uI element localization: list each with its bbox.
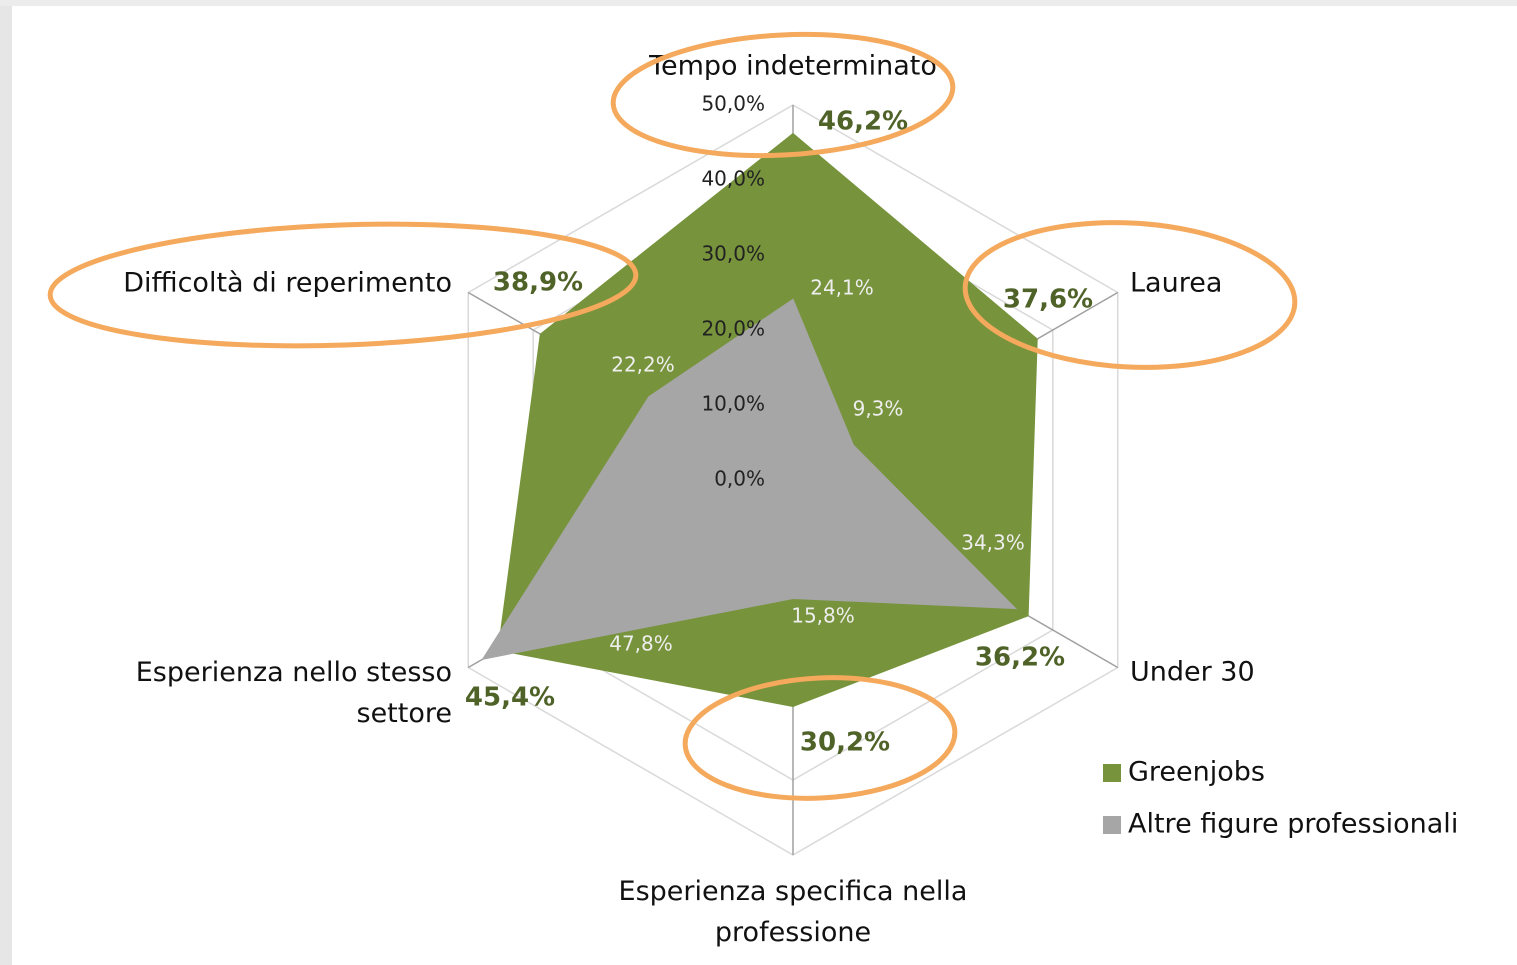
value-label: 47,8%	[609, 632, 673, 656]
category-label: Under 30	[1130, 657, 1255, 688]
category-label: Difficoltà di reperimento	[123, 268, 452, 299]
category-label: Tempo indeterminato	[648, 51, 937, 82]
tick-label: 40,0%	[701, 167, 765, 191]
highlight-ellipse	[962, 220, 1298, 370]
legend-label: Greenjobs	[1128, 757, 1265, 788]
tick-label: 50,0%	[701, 92, 765, 116]
value-label: 34,3%	[961, 531, 1025, 555]
highlight-ellipse	[682, 675, 958, 801]
tick-label: 30,0%	[701, 242, 765, 266]
frame-edge	[0, 0, 12, 965]
value-label: 22,2%	[611, 353, 675, 377]
value-label: 15,8%	[791, 604, 855, 628]
value-label: 46,2%	[818, 107, 908, 137]
marks	[481, 132, 1038, 708]
tick-label: 10,0%	[701, 392, 765, 416]
value-label: 38,9%	[493, 268, 583, 298]
value-label: 30,2%	[800, 728, 890, 758]
value-label: 9,3%	[853, 397, 904, 421]
category-label: Laurea	[1130, 268, 1222, 299]
labels: 0,0% 10,0% 20,0% 30,0% 40,0% 50,0% Tempo indet…	[123, 51, 1458, 948]
value-label: 45,4%	[465, 683, 555, 713]
legend-swatch	[1103, 816, 1121, 834]
tick-label: 20,0%	[701, 317, 765, 341]
legend-label: Altre figure professionali	[1128, 809, 1458, 840]
tick-label: 0,0%	[714, 467, 765, 491]
legend-swatch	[1103, 764, 1121, 782]
series-area	[481, 298, 1018, 660]
frame-edge	[0, 0, 1517, 6]
value-label: 36,2%	[975, 643, 1065, 673]
value-label: 37,6%	[1003, 285, 1093, 315]
category-label: Esperienza nello stesso settore	[136, 657, 452, 729]
category-label: Esperienza specifica nella professione	[619, 876, 968, 948]
highlight-ellipse	[47, 221, 639, 349]
annotations	[47, 31, 1298, 801]
highlight-ellipse	[610, 31, 956, 159]
value-label: 24,1%	[810, 276, 874, 300]
